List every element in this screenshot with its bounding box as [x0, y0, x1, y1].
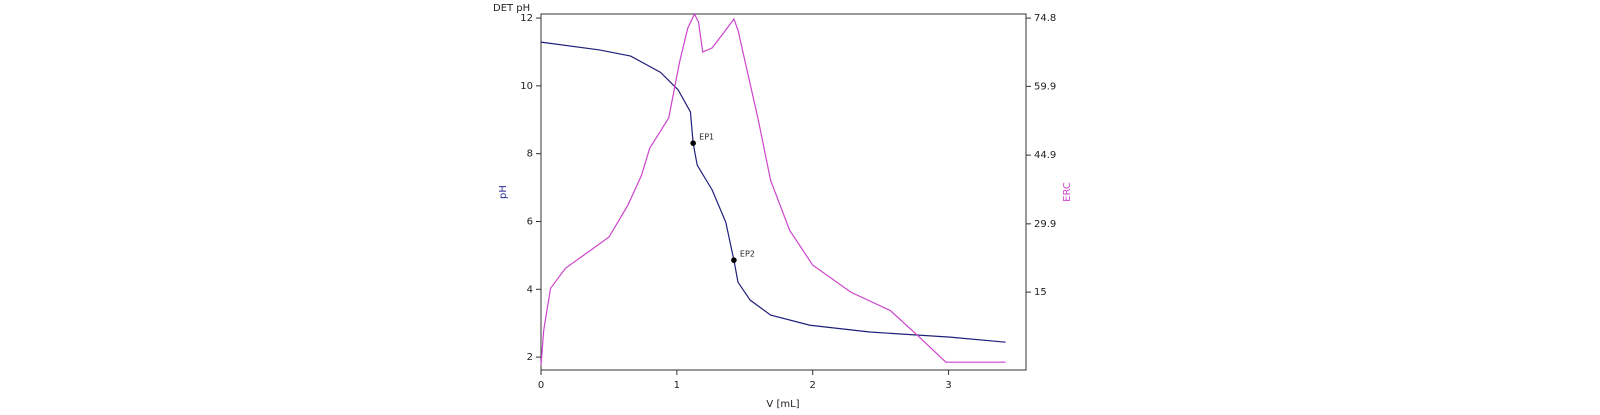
y-tick-label: 8 — [527, 149, 533, 160]
y-tick-label: 2 — [527, 352, 533, 363]
y-axis-label: pH — [498, 185, 509, 199]
y-tick-label: 6 — [527, 216, 533, 227]
endpoint-marker — [731, 257, 737, 263]
x-axis-label: V [mL] — [766, 399, 799, 410]
plot-frame — [540, 13, 1027, 371]
x-tick-label: 3 — [945, 380, 951, 391]
y2-tick-label: 44.9 — [1034, 150, 1056, 161]
x-tick-label: 0 — [538, 380, 544, 391]
endpoint-label: EP2 — [740, 250, 755, 259]
chart-title: DET pH — [493, 3, 530, 14]
x-tick-label: 2 — [810, 380, 816, 391]
y2-tick-label: 29.9 — [1034, 219, 1056, 230]
y2-tick-label: 74.8 — [1034, 13, 1056, 24]
y2-axis-label: ERC — [1062, 182, 1073, 202]
x-tick-label: 1 — [674, 380, 680, 391]
series-line — [540, 12, 1006, 366]
y2-tick-label: 59.9 — [1034, 81, 1056, 92]
endpoint-marker — [690, 140, 696, 146]
endpoint-label: EP1 — [699, 133, 714, 142]
y2-tick-label: 15 — [1034, 287, 1047, 298]
y-tick-label: 4 — [527, 284, 533, 295]
series-line — [540, 41, 1006, 343]
y-tick-label: 10 — [520, 81, 533, 92]
y-tick-label: 12 — [520, 13, 533, 24]
